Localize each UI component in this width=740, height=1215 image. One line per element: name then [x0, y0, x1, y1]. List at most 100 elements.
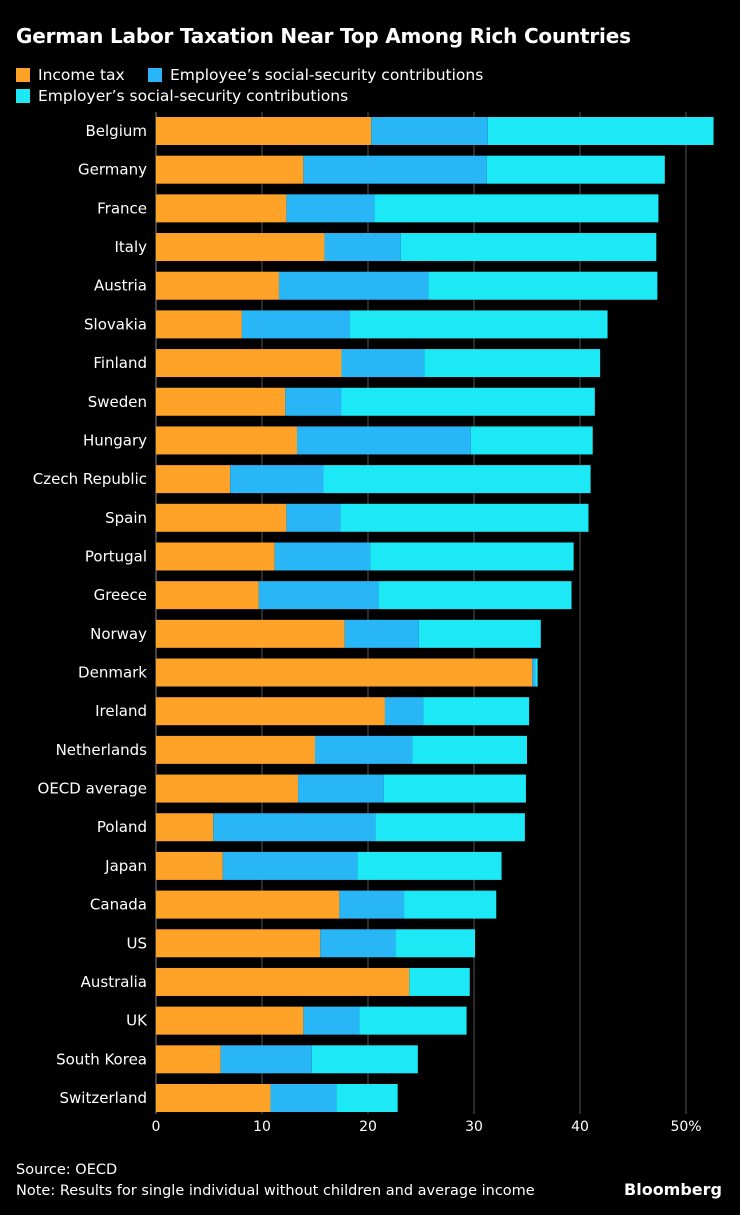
bar-income-tax	[156, 735, 315, 764]
bar-employee-ssc	[303, 1006, 360, 1035]
bar-income-tax	[156, 387, 286, 416]
legend-swatch	[148, 68, 162, 82]
bar-employer-ssc	[349, 310, 608, 339]
legend-label: Income tax	[38, 66, 125, 84]
x-tick-label: 30	[465, 1119, 483, 1135]
x-tick-label: 50%	[670, 1119, 701, 1135]
category-label: Norway	[90, 625, 147, 643]
bar-income-tax	[156, 1084, 271, 1112]
bar-income-tax	[156, 465, 231, 494]
bar-employee-ssc	[371, 117, 488, 145]
category-label: Italy	[114, 238, 147, 256]
bloomberg-logo: Bloomberg	[624, 1180, 722, 1199]
bar-income-tax	[156, 658, 533, 687]
category-label: Finland	[93, 354, 147, 372]
bar-employee-ssc	[241, 310, 350, 339]
bar-employee-ssc	[286, 503, 341, 532]
bar-employer-ssc	[409, 967, 470, 996]
x-tick-label: 40	[571, 1119, 589, 1135]
bar-income-tax	[156, 426, 297, 455]
category-label: Sweden	[88, 393, 147, 411]
category-label: Portugal	[85, 547, 147, 565]
bar-employer-ssc	[374, 194, 659, 223]
bar-employer-ssc	[395, 929, 476, 958]
bar-employee-ssc	[286, 194, 375, 223]
category-label: South Korea	[56, 1050, 147, 1068]
bar-employer-ssc	[323, 465, 591, 494]
category-label: Netherlands	[56, 741, 148, 759]
bar-employee-ssc	[344, 619, 419, 648]
bar-income-tax	[156, 542, 275, 571]
bar-employer-ssc	[370, 542, 574, 571]
bar-employer-ssc	[486, 155, 665, 184]
category-label: Japan	[104, 857, 147, 875]
bar-employee-ssc	[220, 1045, 312, 1074]
category-label: UK	[126, 1012, 148, 1030]
category-label: Spain	[105, 509, 147, 527]
x-tick-label: 20	[359, 1119, 377, 1135]
category-label: Belgium	[86, 122, 148, 140]
category-label: Denmark	[78, 664, 147, 682]
bar-employer-ssc	[487, 117, 714, 145]
bar-income-tax	[156, 619, 345, 648]
bar-employer-ssc	[359, 1006, 467, 1035]
bar-employee-ssc	[324, 233, 401, 262]
bar-employer-ssc	[357, 851, 502, 880]
category-label: US	[126, 934, 147, 952]
bar-employee-ssc	[296, 426, 471, 455]
bar-income-tax	[156, 349, 342, 378]
bar-income-tax	[156, 581, 259, 610]
bar-income-tax	[156, 194, 287, 223]
bar-employee-ssc	[384, 697, 424, 726]
bar-employer-ssc	[336, 1084, 398, 1112]
bar-income-tax	[156, 233, 325, 262]
bar-income-tax	[156, 1045, 221, 1074]
footnote: Note: Results for single individual with…	[16, 1183, 535, 1199]
category-label: Poland	[97, 818, 147, 836]
x-tick-label: 0	[152, 1119, 161, 1135]
category-label: Hungary	[83, 431, 147, 449]
legend-item-income-tax: Income tax	[16, 66, 125, 84]
bar-income-tax	[156, 310, 242, 339]
bar-employer-ssc	[375, 813, 525, 842]
bar-employee-ssc	[258, 581, 379, 610]
bar-income-tax	[156, 1006, 304, 1035]
bar-employer-ssc	[470, 426, 593, 455]
bar-income-tax	[156, 929, 321, 958]
bar-income-tax	[156, 117, 372, 145]
bar-employee-ssc	[341, 349, 425, 378]
bar-employer-ssc	[378, 581, 572, 610]
bar-employee-ssc	[339, 890, 405, 919]
bar-employee-ssc	[230, 465, 324, 494]
bar-employer-ssc	[400, 233, 657, 262]
bar-income-tax	[156, 890, 340, 919]
bar-employer-ssc	[428, 271, 658, 300]
category-label: OECD average	[38, 780, 147, 798]
category-label: Ireland	[95, 702, 147, 720]
bar-employee-ssc	[285, 387, 342, 416]
bar-employer-ssc	[340, 503, 589, 532]
bar-income-tax	[156, 697, 385, 726]
legend-label: Employee’s social-security contributions	[170, 66, 484, 84]
bar-employer-ssc	[341, 387, 595, 416]
bar-employee-ssc	[532, 658, 536, 687]
category-label: Switzerland	[60, 1089, 148, 1107]
legend-label: Employer’s social-security contributions	[38, 87, 349, 105]
bar-employee-ssc	[213, 813, 376, 842]
category-label: Greece	[94, 586, 147, 604]
category-label: Czech Republic	[33, 470, 147, 488]
legend-item-employer: Employer’s social-security contributions	[16, 87, 348, 105]
bar-employee-ssc	[274, 542, 371, 571]
bar-employee-ssc	[303, 155, 487, 184]
category-label: Austria	[94, 277, 147, 295]
source-note: Source: OECD	[16, 1162, 118, 1178]
bar-employee-ssc	[278, 271, 429, 300]
legend-swatch	[16, 68, 30, 82]
bar-income-tax	[156, 503, 287, 532]
bar-employer-ssc	[423, 697, 530, 726]
bar-employer-ssc	[424, 349, 601, 378]
category-label: Slovakia	[84, 315, 147, 333]
category-label: Germany	[78, 161, 147, 179]
bar-income-tax	[156, 271, 279, 300]
bar-income-tax	[156, 967, 410, 996]
